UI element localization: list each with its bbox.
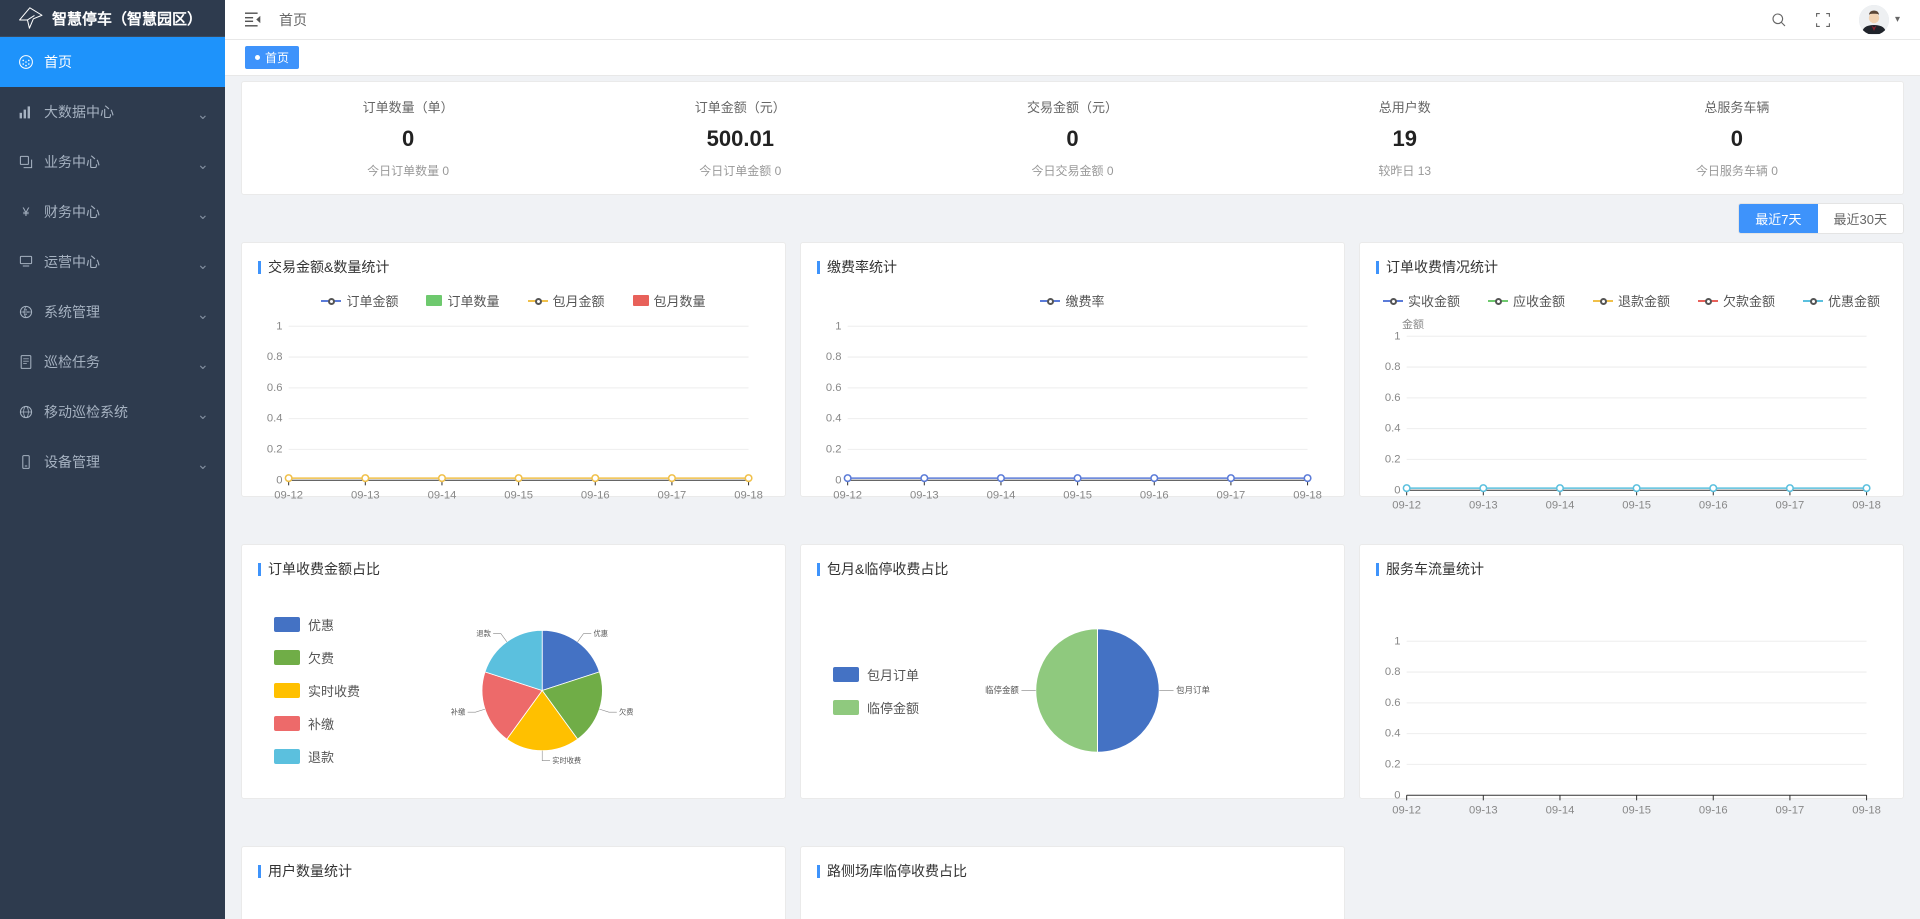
svg-text:0.4: 0.4 bbox=[1385, 423, 1401, 435]
svg-text:09-13: 09-13 bbox=[1469, 500, 1498, 512]
svg-text:09-14: 09-14 bbox=[1546, 500, 1575, 512]
svg-text:09-17: 09-17 bbox=[1217, 490, 1246, 502]
svg-text:09-15: 09-15 bbox=[1622, 500, 1651, 512]
svg-text:09-15: 09-15 bbox=[1063, 490, 1092, 502]
svg-text:实时收费: 实时收费 bbox=[552, 756, 581, 765]
svg-text:09-16: 09-16 bbox=[1140, 490, 1169, 502]
svg-text:09-12: 09-12 bbox=[1392, 805, 1421, 817]
svg-text:09-13: 09-13 bbox=[910, 490, 939, 502]
svg-text:0.6: 0.6 bbox=[826, 382, 842, 394]
svg-text:09-12: 09-12 bbox=[833, 490, 862, 502]
svg-text:09-15: 09-15 bbox=[1622, 805, 1651, 817]
svg-text:09-18: 09-18 bbox=[1852, 500, 1881, 512]
svg-text:0.8: 0.8 bbox=[1385, 361, 1401, 373]
svg-text:0.4: 0.4 bbox=[826, 413, 842, 425]
svg-text:0.8: 0.8 bbox=[826, 351, 842, 363]
svg-text:1: 1 bbox=[276, 320, 282, 332]
svg-text:09-16: 09-16 bbox=[581, 490, 610, 502]
svg-text:09-18: 09-18 bbox=[1293, 490, 1322, 502]
svg-text:补缴: 补缴 bbox=[451, 707, 466, 716]
svg-text:09-17: 09-17 bbox=[1776, 500, 1805, 512]
svg-text:09-12: 09-12 bbox=[274, 490, 303, 502]
svg-text:0.8: 0.8 bbox=[267, 351, 283, 363]
svg-text:09-14: 09-14 bbox=[987, 490, 1016, 502]
svg-text:0.4: 0.4 bbox=[1385, 728, 1401, 740]
svg-text:09-17: 09-17 bbox=[658, 490, 687, 502]
svg-text:包月订单: 包月订单 bbox=[1176, 685, 1210, 695]
svg-text:09-12: 09-12 bbox=[1392, 500, 1421, 512]
svg-text:09-16: 09-16 bbox=[1699, 805, 1728, 817]
svg-text:退款: 退款 bbox=[476, 629, 491, 638]
svg-text:0.8: 0.8 bbox=[1385, 666, 1401, 678]
svg-text:1: 1 bbox=[835, 320, 841, 332]
svg-text:0.6: 0.6 bbox=[1385, 392, 1401, 404]
svg-text:09-18: 09-18 bbox=[1852, 805, 1881, 817]
svg-text:0: 0 bbox=[835, 474, 841, 486]
svg-text:0: 0 bbox=[1394, 789, 1400, 801]
svg-text:09-13: 09-13 bbox=[351, 490, 380, 502]
svg-text:0.2: 0.2 bbox=[267, 443, 283, 455]
svg-text:0.2: 0.2 bbox=[826, 443, 842, 455]
svg-text:0.2: 0.2 bbox=[1385, 453, 1401, 465]
svg-text:欠费: 欠费 bbox=[619, 707, 633, 716]
svg-text:0.4: 0.4 bbox=[267, 413, 283, 425]
svg-text:09-18: 09-18 bbox=[734, 490, 763, 502]
svg-text:09-14: 09-14 bbox=[1546, 805, 1575, 817]
svg-text:0: 0 bbox=[276, 474, 282, 486]
svg-text:优惠: 优惠 bbox=[594, 629, 608, 638]
svg-text:1: 1 bbox=[1394, 635, 1400, 647]
svg-text:0: 0 bbox=[1394, 484, 1400, 496]
svg-text:09-13: 09-13 bbox=[1469, 805, 1498, 817]
svg-text:¥: ¥ bbox=[22, 205, 30, 219]
svg-text:09-14: 09-14 bbox=[428, 490, 457, 502]
svg-text:临停金额: 临停金额 bbox=[985, 685, 1019, 695]
svg-text:1: 1 bbox=[1394, 330, 1400, 342]
svg-text:09-15: 09-15 bbox=[504, 490, 533, 502]
svg-text:09-16: 09-16 bbox=[1699, 500, 1728, 512]
svg-text:09-17: 09-17 bbox=[1776, 805, 1805, 817]
svg-text:0.2: 0.2 bbox=[1385, 758, 1401, 770]
svg-text:0.6: 0.6 bbox=[267, 382, 283, 394]
svg-text:0.6: 0.6 bbox=[1385, 697, 1401, 709]
